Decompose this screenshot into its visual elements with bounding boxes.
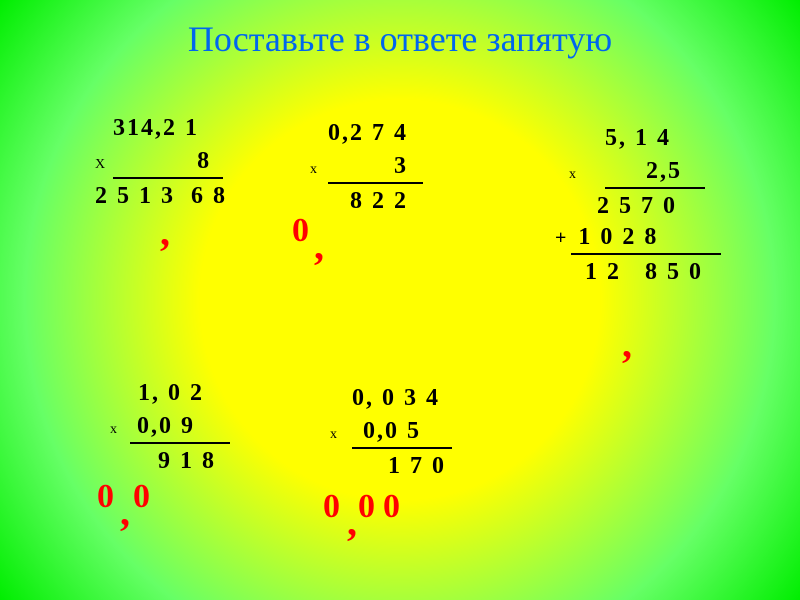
- p5-line: [352, 447, 452, 449]
- p2-line: [328, 182, 423, 184]
- p5-multiplicand: 0, 0 3 4: [352, 385, 440, 412]
- p5-comma: ,: [347, 498, 357, 545]
- p2-zero: 0: [292, 212, 309, 250]
- problem-5: 0, 0 3 4 x 0,0 5 1 7 0: [330, 385, 452, 480]
- p2-multiplicand: 0,2 7 4: [328, 120, 408, 147]
- problem-2: 0,2 7 4 x3 8 2 2: [310, 120, 423, 215]
- p4-multiplicand: 1, 0 2: [138, 380, 204, 407]
- p1-result: 2 5 1 3 6 8: [95, 183, 227, 210]
- p1-comma: ,: [160, 208, 170, 255]
- p5-result: 1 7 0: [388, 453, 446, 480]
- mult-sign: x: [569, 167, 576, 183]
- p5-zero2: 0: [358, 488, 375, 526]
- p3-result: 1 2 8 5 0: [585, 259, 703, 286]
- plus-sign: +: [555, 227, 566, 250]
- p3-line2: [571, 253, 721, 255]
- p3-partial1: 2 5 7 0: [597, 193, 677, 220]
- mult-sign: x: [330, 427, 337, 443]
- problem-3: 5, 1 4 x 2,5 2 5 7 0 +1 0 2 8 1 2 8 5 0: [555, 125, 721, 286]
- mult-sign: X: [95, 157, 105, 173]
- p3-multiplicand: 5, 1 4: [605, 125, 671, 152]
- page-title: Поставьте в ответе запятую: [0, 0, 800, 60]
- p2-multiplier: 3: [323, 153, 408, 180]
- mult-sign: x: [310, 162, 317, 178]
- p4-result: 9 1 8: [158, 448, 216, 475]
- p4-zero2: 0: [133, 478, 150, 516]
- p5-zero1: 0: [323, 488, 340, 526]
- p1-multiplicand: 314,2 1: [113, 115, 199, 142]
- p4-zero1: 0: [97, 478, 114, 516]
- p5-zero3: 0: [383, 488, 400, 526]
- p3-multiplier: 2,5: [582, 158, 682, 185]
- p4-multiplier: 0,0 9: [137, 413, 195, 440]
- problem-4: 1, 0 2 x 0,0 9 9 1 8: [110, 380, 230, 475]
- p4-comma: ,: [120, 488, 130, 535]
- p3-partial2: 1 0 2 8: [578, 224, 658, 251]
- p2-result: 8 2 2: [350, 188, 408, 215]
- p1-multiplier: 8: [111, 148, 211, 175]
- p2-comma: ,: [314, 222, 324, 269]
- p5-multiplier: 0,0 5: [363, 418, 421, 445]
- p3-line1: [605, 187, 705, 189]
- p3-comma: ,: [622, 320, 632, 367]
- p4-line: [130, 442, 230, 444]
- mult-sign: x: [110, 422, 117, 438]
- problem-1: 314,2 1 X8 2 5 1 3 6 8: [95, 115, 227, 210]
- p1-line: [113, 177, 223, 179]
